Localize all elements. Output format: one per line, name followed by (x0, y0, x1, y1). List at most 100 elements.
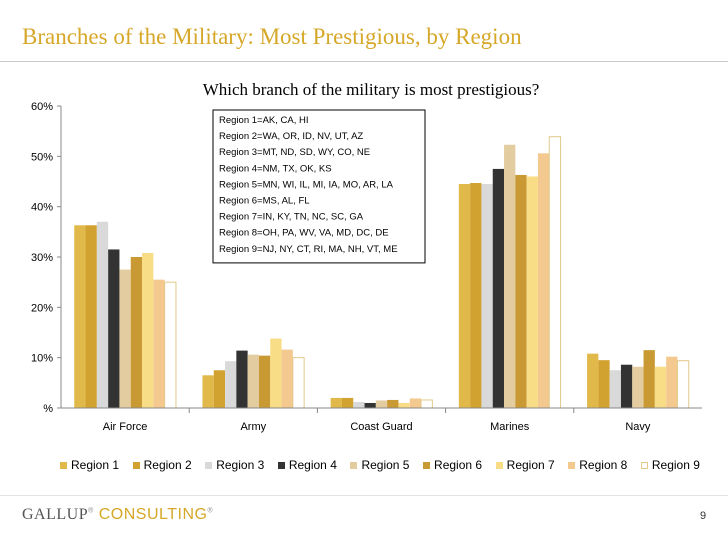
y-tick-label: % (43, 403, 53, 415)
x-tick-label: Army (240, 421, 266, 433)
region-key-box (212, 109, 426, 264)
legend-swatch (350, 461, 358, 469)
legend-label: Region 7 (506, 458, 555, 472)
logo-mark: ® (207, 507, 214, 515)
bar (341, 397, 354, 408)
legend-label: Region 3 (216, 458, 265, 472)
page-number: 9 (700, 510, 707, 522)
region-key-line: Region 5=MN, WI, IL, MI, IA, MO, AR, LA (219, 179, 394, 190)
bar (330, 397, 342, 408)
bar (504, 144, 516, 408)
bar (492, 168, 505, 408)
region-key-line: Region 8=OH, PA, WV, VA, MD, DC, DE (219, 228, 389, 239)
bar (281, 349, 293, 408)
bar (548, 136, 562, 409)
legend-swatch (568, 461, 576, 469)
bar (85, 225, 97, 408)
logo-word-consulting: CONSULTING (98, 506, 208, 523)
bar (247, 354, 259, 408)
legend-item: Region 5 (350, 458, 409, 472)
bar (364, 402, 376, 408)
region-key-line: Region 9=NJ, NY, CT, RI, MA, NH, VT, ME (219, 244, 398, 255)
footer-divider (0, 495, 728, 496)
y-tick-label: 50% (31, 151, 53, 163)
bar (387, 399, 399, 408)
bar (481, 184, 493, 408)
bar (258, 355, 271, 408)
region-key-line: Region 3=MT, ND, SD, WY, CO, NE (219, 147, 370, 158)
legend-label: Region 6 (434, 458, 483, 472)
legend-swatch (132, 461, 140, 469)
bar (164, 281, 177, 409)
legend-label: Region 4 (288, 458, 337, 472)
legend-item: Region 2 (132, 458, 192, 472)
legend-label: Region 8 (579, 458, 628, 472)
legend-item: Region 1 (60, 458, 119, 472)
bar (632, 366, 644, 408)
bar (108, 249, 120, 408)
legend-item: Region 8 (568, 458, 627, 472)
bar (620, 364, 633, 408)
legend-swatch (60, 461, 67, 469)
legend-swatch (277, 461, 285, 469)
y-tick-label: 30% (31, 252, 53, 264)
bar (676, 360, 690, 409)
gallup-consulting-logo: GALLUP® CONSULTING® (22, 506, 213, 524)
legend-item: Region 7 (495, 458, 555, 472)
bar (142, 252, 154, 408)
bar (213, 370, 226, 408)
bar (130, 257, 143, 408)
legend-item: Region 4 (277, 458, 337, 472)
bar (409, 398, 422, 408)
logo-mark: ® (88, 507, 94, 515)
slide-title: Branches of the Military: Most Prestigio… (22, 24, 522, 49)
bar (270, 338, 282, 408)
legend-swatch (423, 461, 431, 469)
legend-label: Region 2 (143, 458, 192, 472)
bar (643, 350, 655, 408)
bar (202, 375, 214, 408)
bar (609, 370, 621, 408)
chart-title: Which branch of the military is most pre… (202, 80, 540, 99)
legend-item: Region 3 (205, 458, 264, 472)
bar (526, 176, 538, 408)
region-key-line: Region 6=MS, AL, FL (219, 196, 310, 207)
legend-item: Region 6 (423, 458, 482, 472)
bar (353, 401, 365, 408)
logo-word-gallup: GALLUP (22, 506, 89, 523)
bar (598, 360, 610, 408)
bar (654, 366, 667, 408)
x-tick-label: Coast Guard (350, 421, 412, 433)
legend-swatch (205, 461, 213, 469)
y-tick-label: 40% (31, 202, 53, 214)
bar (153, 279, 165, 408)
legend-label: Region 5 (361, 458, 410, 472)
bar (398, 402, 410, 408)
region-key-line: Region 2=WA, OR, ID, NV, UT, AZ (219, 131, 363, 142)
region-key-line: Region 1=AK, CA, HI (219, 115, 309, 126)
bar (587, 353, 599, 408)
legend-swatch (495, 461, 503, 469)
y-tick-label: 20% (31, 302, 53, 314)
legend-label: Region 9 (651, 458, 700, 472)
y-tick-label: 10% (31, 353, 53, 365)
bar (537, 153, 550, 408)
chart-legend: Region 1 Region 2 Region 3 Region 4 Region 5… (60, 458, 700, 472)
bar (236, 350, 248, 408)
bar (375, 400, 388, 408)
region-key-line: Region 7=IN, KY, TN, NC, SC, GA (219, 212, 364, 223)
bar-chart: % 10% 20% 30% 40% 50% 60% Air Force Army Coast Gu… (31, 101, 702, 433)
bar (515, 174, 527, 408)
bar (225, 361, 237, 408)
legend-swatch (640, 461, 648, 469)
y-tick-label: 60% (31, 101, 53, 113)
x-tick-label: Marines (490, 421, 530, 433)
bar (74, 225, 86, 408)
title-divider (0, 61, 728, 62)
bar (458, 184, 471, 408)
x-tick-label: Navy (625, 421, 651, 433)
region-key-line: Region 4=NM, TX, OK, KS (219, 163, 332, 174)
bar (420, 399, 433, 409)
bar (119, 269, 131, 408)
legend-item: Region 9 (640, 458, 700, 472)
